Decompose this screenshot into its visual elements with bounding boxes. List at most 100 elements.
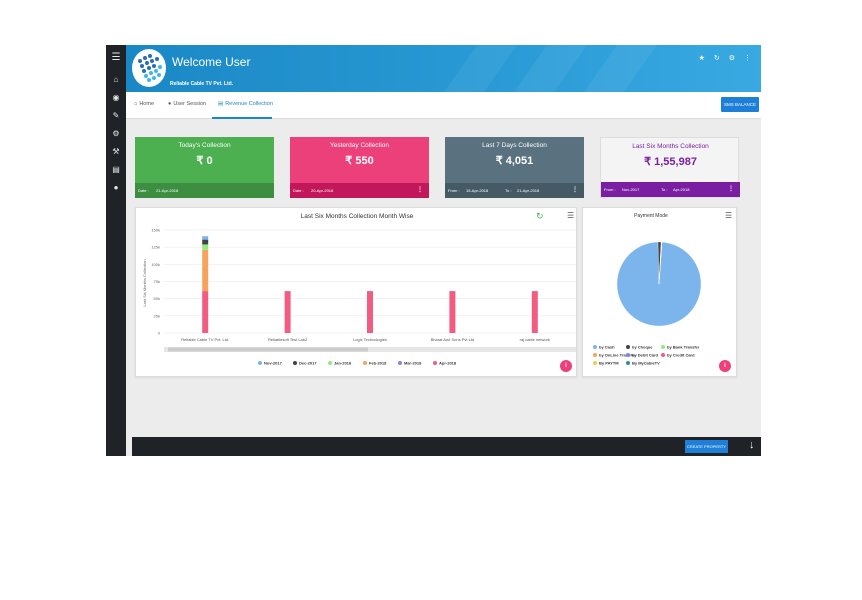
- pie-chart: Payment Mode by Cash by Cheque by Bank Tra…: [593, 213, 702, 366]
- card-foot-label: To :: [505, 188, 512, 193]
- active-tab-indicator: [212, 117, 272, 119]
- arrow-down-icon[interactable]: ↓: [749, 439, 755, 451]
- legend-item[interactable]: Jan-2018: [334, 361, 352, 366]
- bank-icon: ▤: [218, 101, 224, 107]
- chat-icon[interactable]: ✎: [112, 111, 120, 120]
- legend-marker: [363, 361, 367, 365]
- more-vertical-icon[interactable]: ⋮: [417, 187, 423, 193]
- x-tick-label: Reliable Cable TV Pvt. Ltd.: [181, 337, 229, 342]
- wrench-icon[interactable]: ⚒: [112, 147, 120, 156]
- gear-icon[interactable]: ⚙: [112, 129, 120, 138]
- legend-marker: [593, 345, 597, 349]
- app-header: Welcome User Reliable Cable TV Pvt. Ltd.…: [126, 45, 761, 92]
- sms-balance-button[interactable]: SMS BALANCE: [721, 97, 759, 112]
- card-foot-value: 15-Apr-2018: [466, 188, 489, 193]
- menu-icon[interactable]: ☰: [567, 211, 575, 220]
- users-icon: ●: [168, 101, 172, 107]
- y-tick-label: 0: [158, 331, 161, 336]
- tab-revenue-collection[interactable]: ▤ Revenue Collection: [218, 101, 273, 107]
- legend-marker: [433, 361, 437, 365]
- y-tick-label: 125k: [151, 245, 160, 250]
- user-icon[interactable]: ●: [113, 183, 119, 192]
- legend-item[interactable]: Nov-2017: [264, 361, 283, 366]
- legend-item[interactable]: By PAYTM: [599, 361, 619, 366]
- legend-item[interactable]: Apr-2018: [439, 361, 457, 366]
- bar-chart: Last Six Months Collection Month Wise La…: [142, 213, 576, 366]
- more-vertical-icon[interactable]: ⋮: [728, 186, 734, 192]
- card-foot-label: Date :: [293, 188, 304, 193]
- pie-chart-title: Payment Mode: [634, 213, 668, 219]
- menu-icon[interactable]: ☰: [725, 211, 733, 220]
- card-foot-value: 21-Apr-2018: [517, 188, 540, 193]
- y-tick-label: 75k: [154, 279, 160, 284]
- legend-item[interactable]: by Credit Card: [667, 353, 695, 358]
- more-vertical-icon[interactable]: ⋮: [572, 187, 578, 193]
- last-7-days-card: Last 7 Days Collection ₹ 4,051 From : 15…: [445, 137, 584, 198]
- legend-item[interactable]: by Cheque: [632, 345, 653, 350]
- card-value: ₹ 1,55,987: [644, 156, 697, 168]
- card-value: ₹ 4,051: [495, 155, 534, 167]
- legend-item[interactable]: Mar-2018: [404, 361, 422, 366]
- yesterday-collection-card: Yesterday Collection ₹ 550 Date : 20-Apr…: [290, 137, 429, 198]
- sidebar: ☰ ⌂ ◉ ✎ ⚙ ⚒ ▤ ●: [106, 45, 126, 456]
- legend-item[interactable]: by OnLine Transfer: [599, 353, 636, 358]
- home-icon: ⌂: [134, 101, 138, 107]
- legend-item[interactable]: Feb-2018: [369, 361, 387, 366]
- tab-home[interactable]: ⌂ Home: [134, 101, 154, 107]
- bar-segment[interactable]: [202, 291, 209, 333]
- bar-segment[interactable]: [531, 291, 538, 333]
- bar-chart-ylabel: Last Six Months Collection: [142, 259, 147, 306]
- card-title: Today's Collection: [178, 142, 231, 149]
- settings-icon[interactable]: ⚙: [728, 55, 735, 62]
- bar-segment[interactable]: [449, 291, 456, 333]
- legend-item[interactable]: by Debit Card: [632, 353, 659, 358]
- bar-segment[interactable]: [202, 244, 209, 250]
- bar-segment[interactable]: [202, 249, 209, 292]
- card-foot-value: Nov-2017: [622, 187, 640, 192]
- info-fab-button[interactable]: i: [719, 360, 731, 372]
- card-foot-label: Date :: [138, 188, 149, 193]
- refresh-icon[interactable]: ↻: [713, 55, 720, 62]
- y-tick-label: 25k: [154, 313, 160, 318]
- menu-icon[interactable]: ☰: [111, 52, 121, 63]
- card-foot-value: 20-Apr-2018: [311, 188, 334, 193]
- card-foot-label: To :: [661, 187, 668, 192]
- bar-chart-title: Last Six Months Collection Month Wise: [301, 213, 414, 220]
- x-tick-label: Logix Technologies: [353, 337, 387, 342]
- legend-marker: [593, 353, 597, 357]
- x-tick-label: raj cable network: [520, 337, 550, 342]
- home-icon[interactable]: ⌂: [113, 75, 119, 84]
- legend-item[interactable]: by Bank Transfer: [667, 345, 700, 350]
- chart-scrollbar-thumb[interactable]: [168, 347, 368, 352]
- globe-icon[interactable]: ◉: [112, 93, 120, 102]
- info-fab-button[interactable]: i: [560, 360, 572, 372]
- card-foot-label: From :: [604, 187, 616, 192]
- bar-segment[interactable]: [284, 291, 291, 333]
- bar-segment[interactable]: [202, 239, 209, 245]
- document-icon[interactable]: ▤: [112, 165, 120, 174]
- tab-user-session[interactable]: ● User Session: [168, 101, 207, 107]
- legend-marker: [661, 353, 665, 357]
- legend-item[interactable]: By MyCableTV: [632, 361, 660, 366]
- card-foot-label: From :: [448, 188, 460, 193]
- legend-marker: [398, 361, 402, 365]
- x-tick-label: Reliablesoft Test Lab2: [268, 337, 308, 342]
- card-foot-value: Apr-2018: [673, 187, 690, 192]
- y-tick-label: 150k: [151, 228, 160, 233]
- legend-item[interactable]: Dec-2017: [299, 361, 317, 366]
- legend-item[interactable]: by Cash: [599, 345, 615, 350]
- nav-tabs: ⌂ Home ● User Session ▤ Revenue Collection …: [126, 92, 761, 119]
- create-property-button[interactable]: CREATE PROPERTY: [685, 440, 728, 453]
- bar-segment[interactable]: [202, 236, 209, 240]
- legend-marker: [328, 361, 332, 365]
- star-icon[interactable]: ★: [698, 55, 705, 62]
- y-tick-label: 100k: [151, 262, 160, 267]
- pie-slice[interactable]: [658, 241, 663, 285]
- bar-segment[interactable]: [367, 291, 373, 333]
- card-title: Last Six Months Collection: [632, 143, 709, 150]
- chart-scrollbar-track[interactable]: [164, 347, 576, 352]
- card-title: Yesterday Collection: [329, 142, 390, 149]
- legend-marker: [258, 361, 262, 365]
- more-vertical-icon[interactable]: ⋮: [744, 55, 751, 62]
- refresh-icon[interactable]: ↻: [536, 211, 544, 221]
